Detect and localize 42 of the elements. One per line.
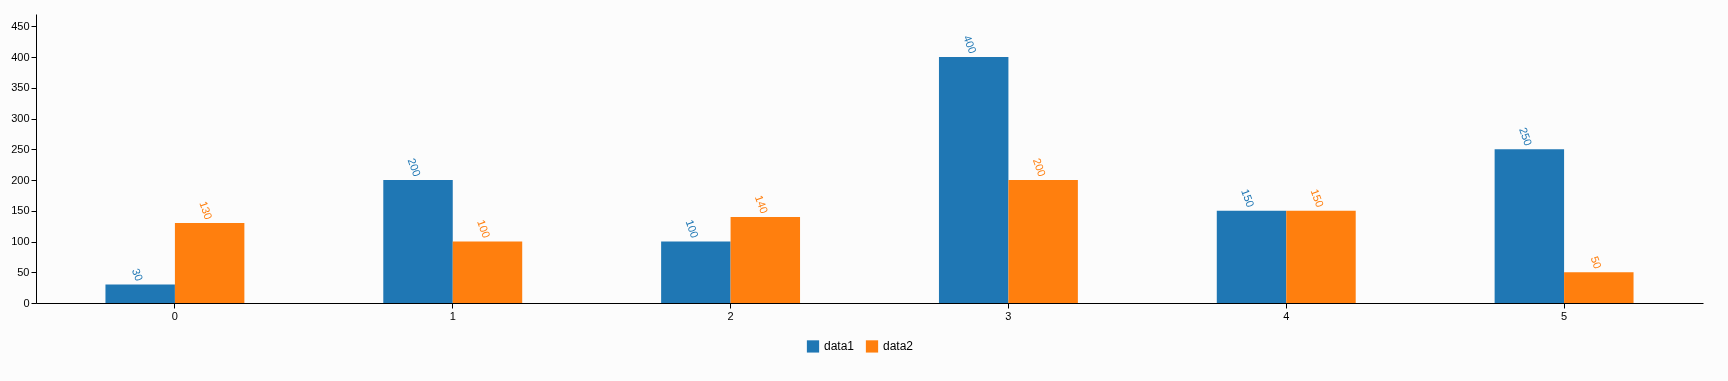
data-label: 150: [1308, 187, 1327, 209]
x-tick-label: 3: [1005, 309, 1012, 322]
x-tick-label: 2: [727, 309, 734, 322]
y-tick-label: 100: [11, 235, 30, 248]
bar: [383, 180, 453, 303]
x-tick-label: 5: [1561, 309, 1568, 322]
y-tick-label: 200: [11, 173, 30, 186]
x-tick-label: 4: [1283, 309, 1290, 322]
x-tick-label: 0: [171, 309, 178, 322]
bar: [1494, 149, 1565, 303]
data-label: 140: [752, 193, 771, 215]
bar: [730, 216, 801, 303]
data-label: 150: [1239, 187, 1257, 209]
y-tick-label: 0: [23, 296, 30, 309]
bar: [174, 223, 245, 303]
legend-label: data2: [883, 339, 914, 354]
data-label: 400: [961, 33, 979, 55]
y-tick-label: 350: [11, 81, 30, 94]
y-tick-label: 150: [11, 204, 30, 217]
y-tick-label: 300: [11, 112, 30, 125]
bar: [105, 284, 175, 303]
bar: [1286, 210, 1356, 303]
data-label: 100: [475, 218, 493, 240]
x-tick-label: 1: [449, 309, 456, 322]
data-label: 200: [1030, 156, 1049, 178]
bar: [661, 241, 731, 303]
data-label: 100: [683, 218, 702, 240]
bar: [938, 57, 1009, 303]
legend-label: data1: [824, 339, 855, 354]
y-tick-label: 450: [11, 19, 30, 32]
data-label: 50: [1588, 254, 1605, 271]
bar: [1564, 272, 1634, 303]
y-tick-label: 50: [17, 265, 30, 278]
data-label: 200: [405, 156, 424, 178]
bar: [1216, 210, 1287, 303]
data-label: 30: [129, 266, 146, 283]
bar: [452, 241, 523, 303]
y-tick-label: 250: [11, 142, 30, 155]
data-label: 130: [197, 199, 215, 222]
data-label: 250: [1517, 125, 1535, 148]
y-tick-label: 400: [11, 50, 30, 63]
bar: [1008, 180, 1078, 303]
